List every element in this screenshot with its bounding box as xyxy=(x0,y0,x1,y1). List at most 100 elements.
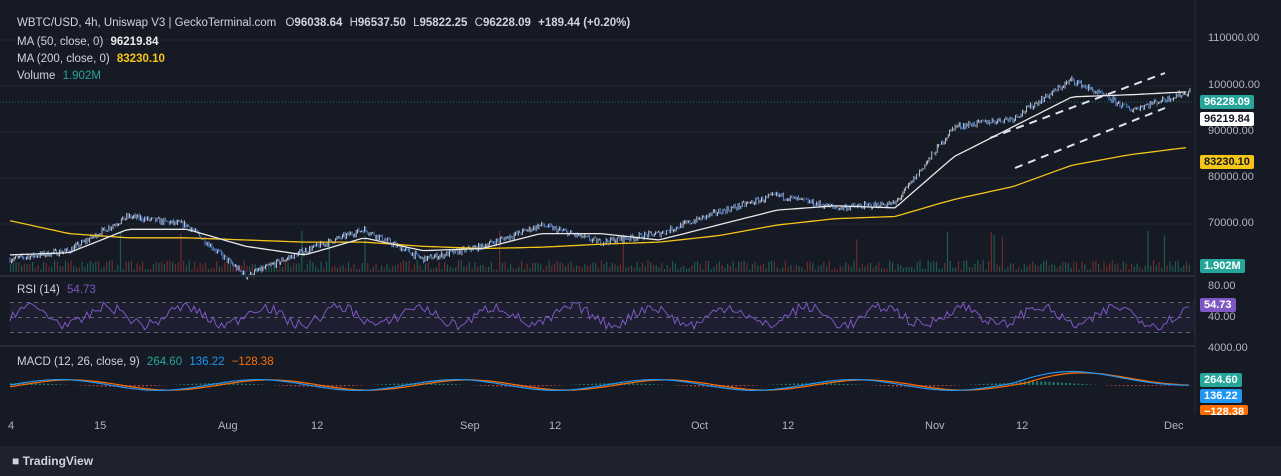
volume-bar xyxy=(960,269,962,272)
volume-legend[interactable]: Volume 1.902M xyxy=(17,70,101,82)
volume-bar xyxy=(1122,261,1124,272)
ma200-legend[interactable]: MA (200, close, 0) 83230.10 xyxy=(17,53,165,65)
macd-legend[interactable]: MACD (12, 26, close, 9) 264.60 136.22 −1… xyxy=(17,356,274,368)
volume-bar xyxy=(567,263,569,272)
volume-bar xyxy=(1106,266,1108,272)
rsi-legend[interactable]: RSI (14) 54.73 xyxy=(17,284,96,296)
volume-bar xyxy=(394,265,396,272)
volume-bar xyxy=(957,261,960,272)
volume-bar xyxy=(339,265,341,272)
volume-bar xyxy=(84,267,86,272)
volume-bar xyxy=(397,263,399,272)
volume-bar xyxy=(463,266,465,272)
volume-bar xyxy=(246,265,248,272)
tradingview-logo[interactable]: ■ TradingView xyxy=(12,454,93,468)
volume-bar xyxy=(411,269,413,272)
macd-histogram-bar xyxy=(1159,385,1162,386)
volume-bar xyxy=(380,265,383,272)
macd-histogram-bar xyxy=(883,385,886,387)
volume-bar xyxy=(336,267,339,272)
volume-bar xyxy=(825,266,828,272)
volume-bar xyxy=(694,262,696,272)
volume-bar xyxy=(523,268,525,272)
volume-bar xyxy=(782,267,784,272)
volume-bar xyxy=(10,263,12,272)
trend-channel xyxy=(989,72,1166,169)
macd-histogram-bar xyxy=(999,383,1002,385)
macd-histogram-bar xyxy=(685,385,688,387)
macd-histogram-bar xyxy=(104,385,107,387)
volume-bar xyxy=(325,261,328,272)
grid xyxy=(0,39,1195,225)
volume-bar xyxy=(144,269,146,272)
volume-bar xyxy=(20,265,23,272)
macd-histogram-bar xyxy=(199,383,202,385)
volume-bar xyxy=(600,260,602,272)
volume-bar xyxy=(70,260,72,272)
volume-bar xyxy=(905,267,907,272)
macd-histogram-bar xyxy=(1147,385,1150,387)
ma50-label: MA (50, close, 0) xyxy=(17,36,104,48)
macd-histogram-bar xyxy=(953,385,956,386)
macd-histogram-bar xyxy=(401,383,404,385)
macd-histogram-bar xyxy=(504,385,507,387)
volume-bar xyxy=(67,262,69,272)
volume-bar xyxy=(966,260,968,272)
macd-histogram-bar xyxy=(1060,382,1063,385)
volume-bar xyxy=(26,263,28,272)
volume-bar xyxy=(48,266,50,272)
volume-bar xyxy=(718,261,721,272)
macd-histogram-bar xyxy=(990,383,993,385)
macd-histogram-bar xyxy=(306,385,309,387)
symbol-legend[interactable]: WBTC/USD, 4h, Uniswap V3 | GeckoTerminal… xyxy=(17,17,630,29)
volume-bar xyxy=(944,262,946,272)
macd-histogram-bar xyxy=(1110,385,1113,386)
ma50-legend[interactable]: MA (50, close, 0) 96219.84 xyxy=(17,36,158,48)
volume-bar xyxy=(674,263,677,272)
volume-bar xyxy=(477,266,479,272)
volume-bar xyxy=(1092,261,1094,272)
volume-bar xyxy=(924,268,927,272)
macd-histogram-bar xyxy=(352,385,355,386)
volume-bar xyxy=(419,265,421,272)
volume-bar xyxy=(163,263,166,272)
volume-bar xyxy=(1141,269,1144,272)
volume-bar xyxy=(562,263,564,272)
volume-bar xyxy=(405,262,407,272)
time-tick: 12 xyxy=(1016,420,1029,432)
volume-bar xyxy=(971,267,973,272)
macd-tick: 4000.00 xyxy=(1208,342,1248,354)
tradingview-brand: TradingView xyxy=(22,454,94,468)
close-price-label: 96228.09 xyxy=(1200,95,1254,109)
macd-histogram-bar xyxy=(442,383,445,385)
volume-bars xyxy=(10,230,1190,272)
volume-bar xyxy=(666,265,668,272)
volume-bar xyxy=(880,268,883,272)
volume-bar xyxy=(762,263,764,272)
volume-bar xyxy=(526,263,528,272)
volume-bar xyxy=(1147,230,1149,272)
volume-bar xyxy=(765,268,767,272)
macd-histogram-bar xyxy=(1163,385,1166,386)
volume-bar xyxy=(433,268,435,272)
volume-bar xyxy=(1067,262,1069,272)
volume-bar xyxy=(125,261,127,272)
pane-separators xyxy=(0,0,1196,414)
macd-histogram-bar xyxy=(652,384,655,385)
macd-histogram-bar xyxy=(389,383,392,385)
macd-histogram-bar xyxy=(496,385,499,387)
volume-bar xyxy=(345,267,347,272)
macd-histogram-bar xyxy=(739,385,742,387)
low-label: L xyxy=(413,17,420,29)
time-tick: 12 xyxy=(782,420,795,432)
macd-histogram-bar xyxy=(912,385,915,387)
volume-bar xyxy=(1100,269,1102,272)
rsi-label: RSI (14) xyxy=(17,284,60,296)
volume-bar xyxy=(122,269,124,272)
volume-bar xyxy=(542,269,545,272)
volume-bar xyxy=(276,269,278,272)
macd-histogram-bar xyxy=(1151,385,1154,386)
volume-bar xyxy=(408,260,410,272)
volume-bar xyxy=(358,268,361,272)
